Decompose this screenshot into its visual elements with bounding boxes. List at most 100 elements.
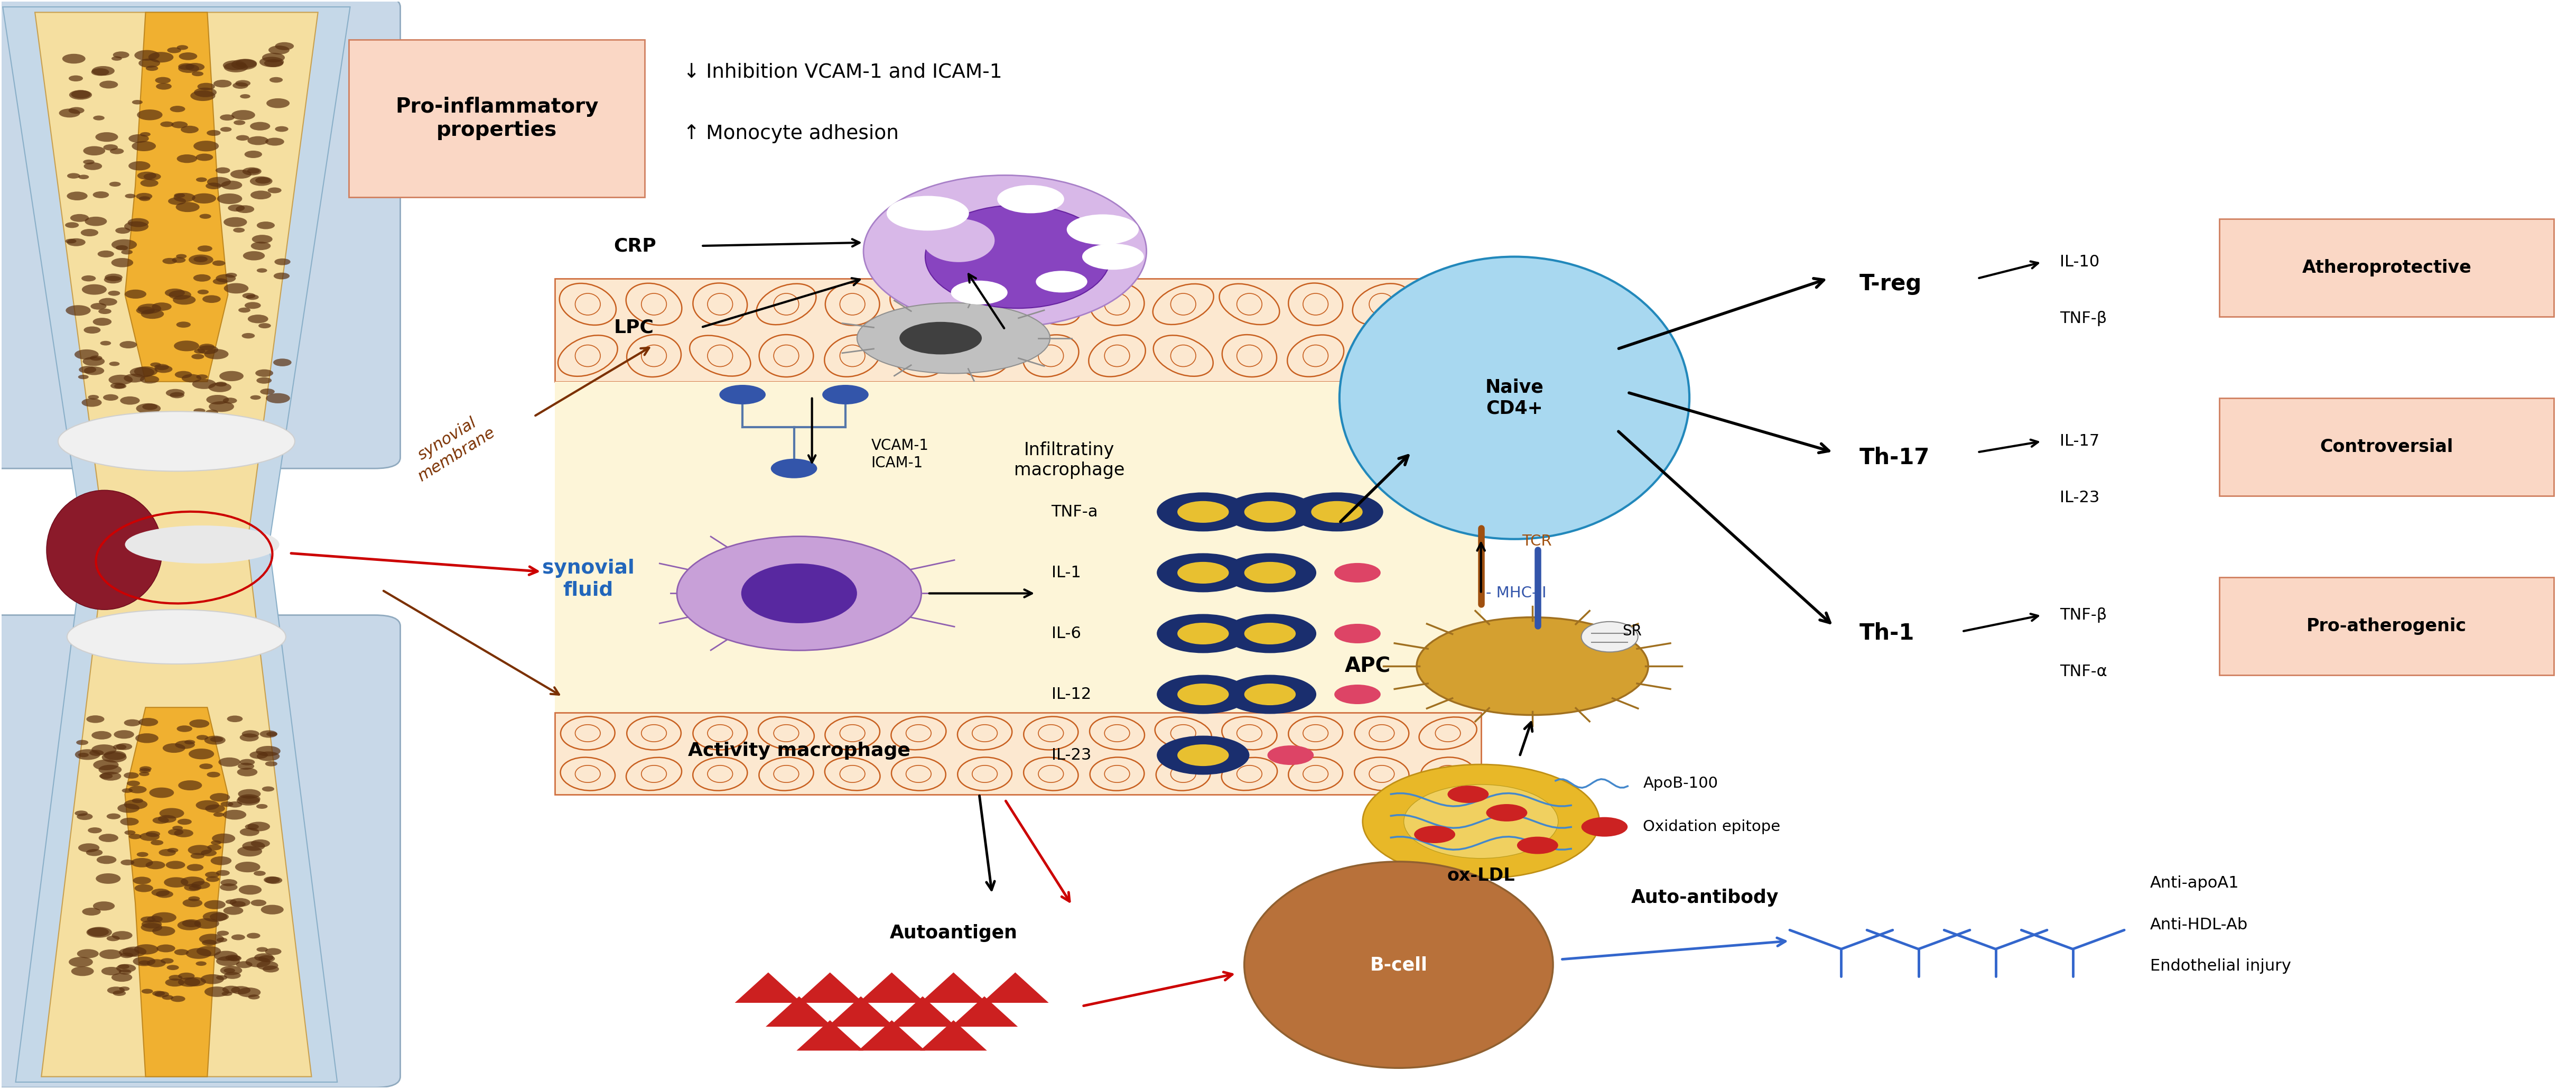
Circle shape	[82, 399, 100, 407]
Circle shape	[224, 283, 247, 294]
Circle shape	[219, 127, 232, 132]
Circle shape	[273, 358, 291, 366]
Circle shape	[113, 383, 126, 389]
Ellipse shape	[899, 322, 981, 354]
Circle shape	[1157, 553, 1249, 592]
Circle shape	[198, 213, 211, 219]
Text: synovial
membrane: synovial membrane	[404, 409, 497, 485]
Circle shape	[263, 966, 278, 972]
Circle shape	[255, 746, 281, 756]
Circle shape	[234, 59, 258, 68]
Circle shape	[250, 395, 260, 400]
Circle shape	[90, 355, 103, 360]
Circle shape	[75, 350, 98, 359]
Polygon shape	[889, 996, 956, 1027]
Circle shape	[149, 52, 173, 62]
Circle shape	[178, 920, 201, 930]
Circle shape	[247, 315, 268, 323]
Circle shape	[1244, 623, 1296, 645]
Circle shape	[93, 115, 106, 121]
Circle shape	[265, 98, 289, 108]
Circle shape	[252, 235, 273, 244]
Circle shape	[214, 279, 227, 284]
Circle shape	[82, 146, 106, 156]
Circle shape	[206, 409, 219, 415]
Circle shape	[183, 375, 201, 382]
Circle shape	[178, 63, 193, 70]
Text: Pro-inflammatory
properties: Pro-inflammatory properties	[394, 97, 598, 139]
Circle shape	[188, 255, 214, 265]
Circle shape	[1414, 825, 1455, 843]
Circle shape	[214, 79, 232, 87]
Circle shape	[198, 245, 211, 252]
Text: TCR: TCR	[1522, 534, 1553, 549]
Circle shape	[196, 962, 206, 966]
FancyBboxPatch shape	[0, 615, 399, 1088]
Circle shape	[1177, 501, 1229, 523]
Circle shape	[108, 291, 121, 296]
Circle shape	[206, 395, 229, 404]
Circle shape	[93, 902, 116, 910]
Circle shape	[165, 978, 185, 987]
Circle shape	[263, 786, 273, 792]
Circle shape	[242, 252, 265, 260]
Circle shape	[106, 273, 124, 281]
Ellipse shape	[1340, 257, 1690, 539]
Text: - MHC-II: - MHC-II	[1486, 586, 1546, 601]
Circle shape	[175, 321, 191, 328]
Circle shape	[1291, 492, 1383, 531]
Circle shape	[719, 384, 765, 404]
Circle shape	[276, 258, 291, 266]
Circle shape	[1066, 215, 1139, 245]
Circle shape	[173, 193, 196, 203]
Circle shape	[1224, 492, 1316, 531]
Circle shape	[121, 818, 139, 825]
Circle shape	[155, 364, 170, 370]
Circle shape	[124, 290, 147, 298]
Circle shape	[204, 987, 229, 996]
Circle shape	[178, 45, 188, 50]
Circle shape	[90, 750, 103, 756]
Circle shape	[137, 304, 162, 314]
Circle shape	[90, 303, 106, 309]
Circle shape	[124, 720, 142, 726]
Circle shape	[124, 374, 144, 382]
Circle shape	[216, 976, 227, 980]
Circle shape	[175, 829, 193, 837]
Circle shape	[224, 906, 242, 915]
Circle shape	[219, 758, 240, 767]
Circle shape	[211, 856, 232, 865]
Circle shape	[88, 828, 103, 833]
Circle shape	[201, 940, 216, 946]
FancyBboxPatch shape	[2221, 397, 2553, 495]
Circle shape	[124, 830, 137, 835]
Circle shape	[82, 160, 95, 164]
Text: B-cell: B-cell	[1370, 956, 1427, 974]
Circle shape	[250, 840, 270, 847]
Circle shape	[1486, 804, 1528, 821]
Text: ox-LDL: ox-LDL	[1448, 867, 1515, 884]
Circle shape	[198, 345, 219, 354]
Circle shape	[260, 389, 276, 394]
Circle shape	[134, 877, 152, 884]
Text: IL-17: IL-17	[2061, 433, 2099, 449]
Text: TNF-a: TNF-a	[1051, 504, 1097, 519]
Circle shape	[240, 307, 250, 313]
Polygon shape	[920, 972, 987, 1003]
Circle shape	[98, 856, 116, 864]
Circle shape	[276, 126, 289, 132]
Circle shape	[240, 828, 260, 836]
Circle shape	[165, 860, 185, 869]
Circle shape	[113, 990, 126, 996]
Circle shape	[193, 256, 209, 262]
Circle shape	[167, 290, 191, 299]
Circle shape	[67, 305, 90, 316]
Circle shape	[85, 162, 103, 170]
Circle shape	[822, 384, 868, 404]
FancyBboxPatch shape	[0, 0, 399, 468]
Circle shape	[139, 59, 160, 68]
Circle shape	[191, 354, 204, 359]
Circle shape	[100, 967, 121, 976]
Circle shape	[111, 148, 124, 155]
Circle shape	[185, 63, 204, 71]
